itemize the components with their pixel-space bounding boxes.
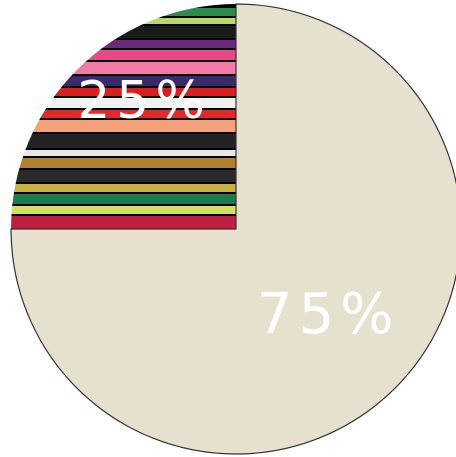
slice-label: 75% [257,282,399,347]
labels: 25% 75% [77,71,399,347]
pie-slice [10,3,456,455]
pie [10,3,456,455]
pie-slice [11,4,236,229]
slice-label: 25% [77,71,211,131]
